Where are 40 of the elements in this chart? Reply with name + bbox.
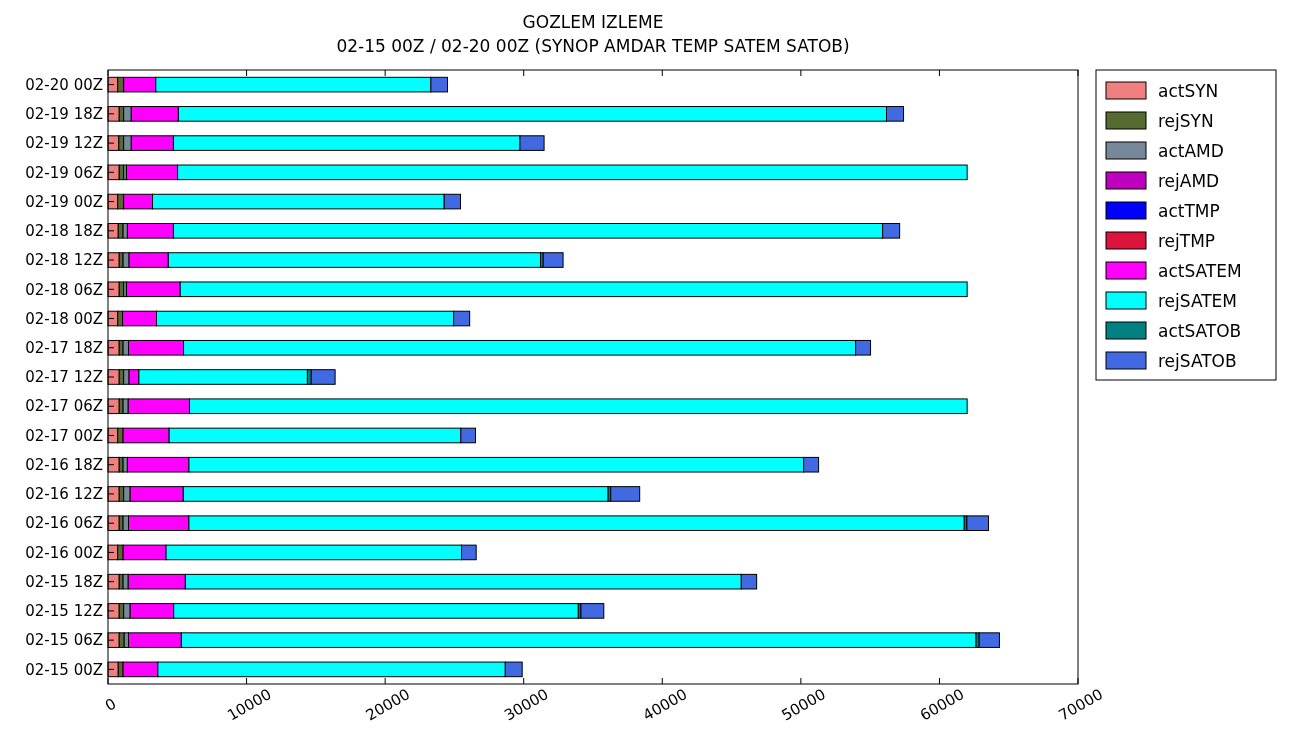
legend-label: rejAMD <box>1158 170 1220 191</box>
bar <box>610 486 641 502</box>
y-tick-label: 02-16 18Z <box>25 455 103 474</box>
legend-label: rejSYN <box>1158 110 1214 131</box>
y-tick-label: 02-18 06Z <box>25 280 103 299</box>
y-tick-label: 02-15 00Z <box>25 660 103 679</box>
y-tick-label: 02-18 18Z <box>25 222 103 241</box>
y-tick-label: 02-17 00Z <box>25 426 103 445</box>
y-tick-label: 02-15 18Z <box>25 572 103 591</box>
y-tick-label: 02-17 12Z <box>25 368 103 387</box>
legend-label: actSATOB <box>1158 320 1242 341</box>
y-tick-label: 02-20 00Z <box>25 75 103 94</box>
y-tick-label: 02-15 12Z <box>25 602 103 621</box>
legend-label: rejTMP <box>1158 230 1216 251</box>
chart-subtitle: 02-15 00Z / 02-20 00Z (SYNOP AMDAR TEMP SATEM SATOB) <box>336 36 850 56</box>
y-tick-label: 02-17 18Z <box>25 339 103 358</box>
x-tick-label: 0 <box>102 694 120 715</box>
y-tick-label: 02-16 06Z <box>25 514 103 533</box>
legend-label: actSATEM <box>1158 260 1242 281</box>
chart-title: GOZLEM IZLEME <box>522 12 664 32</box>
bar <box>978 632 1000 648</box>
legend-label: actAMD <box>1158 140 1224 161</box>
y-tick-label: 02-19 12Z <box>25 134 103 153</box>
legend-label: rejSATEM <box>1158 290 1238 311</box>
legend-label: rejSATOB <box>1158 350 1237 371</box>
bar <box>542 252 564 268</box>
y-tick-label: 02-19 18Z <box>25 105 103 124</box>
bar <box>580 603 605 619</box>
y-tick-label: 02-17 06Z <box>25 397 103 416</box>
bar <box>310 369 336 385</box>
legend-label: actSYN <box>1158 80 1219 101</box>
y-tick-label: 02-15 06Z <box>25 631 103 650</box>
y-tick-label: 02-19 00Z <box>25 192 103 211</box>
bar <box>966 515 989 531</box>
y-tick-label: 02-16 00Z <box>25 543 103 562</box>
y-tick-label: 02-18 00Z <box>25 309 103 328</box>
y-tick-label: 02-19 06Z <box>25 163 103 182</box>
y-tick-label: 02-16 12Z <box>25 485 103 504</box>
y-tick-label: 02-18 12Z <box>25 251 103 270</box>
legend-label: actTMP <box>1158 200 1220 221</box>
